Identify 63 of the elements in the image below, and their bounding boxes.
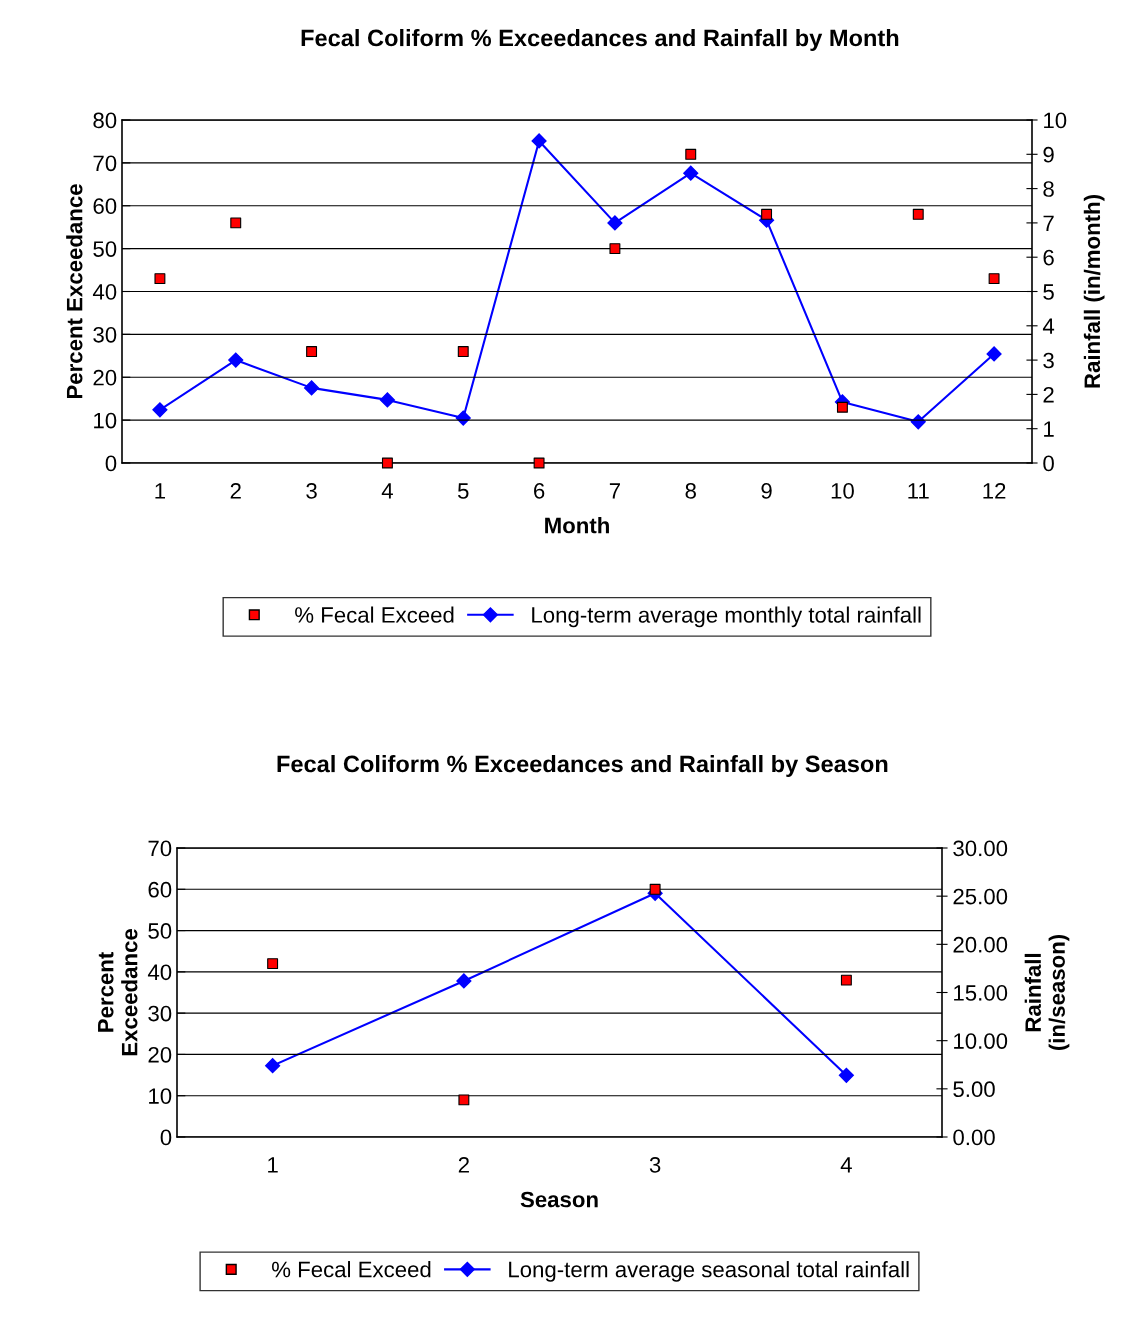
y2-tick-label: 9 <box>1043 146 1054 163</box>
y2-axis-title: Rainfall (in/month) <box>1083 195 1105 388</box>
y-tick-label: 30 <box>93 326 117 343</box>
x-tick-label: 6 <box>534 483 545 499</box>
y2-tick-label: 15.00 <box>954 985 1008 1001</box>
x-tick-label: 9 <box>761 483 772 499</box>
legend-label: % Fecal Exceed <box>272 1261 431 1278</box>
y-tick-label: 80 <box>93 112 117 129</box>
x-tick-label: 7 <box>609 483 620 499</box>
x-tick-label: 3 <box>649 1157 661 1173</box>
x-tick-label: 10 <box>831 483 854 499</box>
x-tick-label: 12 <box>983 483 1006 499</box>
chart-title: Fecal Coliform % Exceedances and Rainfall by Month <box>301 29 899 51</box>
y-tick-label: 0 <box>105 455 117 472</box>
y2-tick-label: 1 <box>1044 421 1054 437</box>
y2-tick-label: 6 <box>1043 249 1054 266</box>
y2-tick-label: 10.00 <box>954 1033 1008 1049</box>
x-tick-label: 1 <box>268 1157 278 1173</box>
y2-tick-label: 0 <box>1043 455 1054 472</box>
y2-tick-label: 30.00 <box>953 840 1008 857</box>
legend-label: Long-term average seasonal total rainfall <box>509 1261 909 1282</box>
y-tick-label: 60 <box>148 881 172 898</box>
x-tick-label: 2 <box>230 483 241 499</box>
x-tick-label: 8 <box>685 483 696 499</box>
y-tick-label: 40 <box>92 284 117 300</box>
y2-tick-label: 5 <box>1043 284 1054 300</box>
legend-label: % Fecal Exceed <box>295 606 454 623</box>
x-tick-label: 5 <box>457 483 469 499</box>
y-tick-label: 50 <box>148 923 172 939</box>
y-tick-label: 20 <box>148 1046 172 1063</box>
chart-title: Fecal Coliform % Exceedances and Rainfall by Season <box>277 754 888 778</box>
y-tick-label: 40 <box>147 964 172 981</box>
x-tick-label: 2 <box>458 1157 469 1173</box>
y-tick-label: 0 <box>160 1129 172 1146</box>
x-axis-title: Season <box>520 1191 598 1208</box>
x-tick-label: 4 <box>381 483 393 499</box>
y2-tick-label: 25.00 <box>953 888 1008 905</box>
x-tick-label: 1 <box>155 483 166 499</box>
y2-tick-label: 5.00 <box>953 1081 995 1098</box>
y-tick-label: 70 <box>93 155 117 172</box>
legend-label: Long-term average monthly total rainfall <box>532 606 921 628</box>
y2-tick-label: 4 <box>1042 318 1055 334</box>
y-tick-label: 20 <box>93 369 117 386</box>
y-tick-label: 10 <box>94 412 117 429</box>
y2-axis-title: Rainfall (in/season) <box>1024 934 1070 1051</box>
y2-tick-label: 20.00 <box>953 936 1008 953</box>
y-tick-label: 60 <box>93 198 117 215</box>
y-tick-label: 10 <box>149 1088 172 1104</box>
y-tick-label: 30 <box>148 1005 172 1022</box>
y2-tick-label: 10 <box>1044 112 1067 129</box>
y-axis-title: Percent Exceedance <box>66 184 83 399</box>
y-axis-title: Percent Exceedance <box>98 929 138 1056</box>
y-tick-label: 70 <box>148 840 172 857</box>
y2-tick-label: 0.00 <box>953 1129 995 1146</box>
x-tick-label: 11 <box>908 483 929 499</box>
x-tick-label: 4 <box>840 1157 852 1173</box>
y-tick-label: 50 <box>93 241 117 257</box>
x-axis-title: Month <box>545 517 609 534</box>
y2-tick-label: 3 <box>1043 352 1054 369</box>
y2-tick-label: 2 <box>1043 386 1054 403</box>
y2-tick-label: 7 <box>1043 215 1054 231</box>
x-tick-label: 3 <box>306 483 317 499</box>
y2-tick-label: 8 <box>1043 181 1054 197</box>
